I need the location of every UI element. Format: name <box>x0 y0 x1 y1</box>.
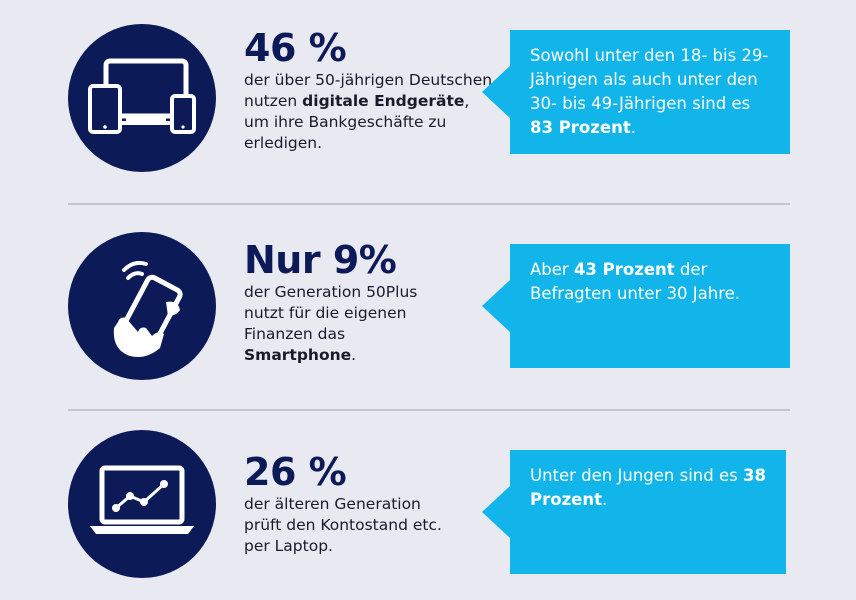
stat-text-2b: . <box>351 346 357 364</box>
stat-number-1: 46 % <box>244 26 347 70</box>
divider-1 <box>68 203 790 205</box>
stat-number-2: Nur 9% <box>244 238 397 282</box>
callout-text-3a: Unter den Jungen sind es <box>530 466 743 485</box>
callout-text-2a: Aber <box>530 260 574 279</box>
callout-bubble-2: Aber 43 Prozent der Befragten unter 30 J… <box>482 244 790 368</box>
callout-text-3b: . <box>602 490 608 509</box>
callout-text-1-bold: 83 Prozent <box>530 118 631 137</box>
divider-2 <box>68 409 790 411</box>
stat-text-2a: der Generation 50Plus nutzt für die eige… <box>244 283 418 343</box>
stat-text-3a: der älteren Generation prüft den Kontost… <box>244 495 442 555</box>
callout-bubble-1: Sowohl unter den 18- bis 29-Jährigen als… <box>482 30 790 154</box>
stat-number-3: 26 % <box>244 450 347 494</box>
smartphone-circle <box>68 232 216 380</box>
stat-block-1: 46 % der über 50-jährigen Deutschen nutz… <box>244 28 494 154</box>
stat-block-3: 26 % der älteren Generation prüft den Ko… <box>244 452 444 557</box>
devices-circle <box>68 24 216 172</box>
stat-text-1b: , um ihre Bankgeschäfte zu erledigen. <box>244 92 470 152</box>
stat-text-1-bold: digitale Endgeräte <box>302 92 465 110</box>
callout-text-3-bold: 38 Prozent <box>530 466 766 509</box>
callout-text-1a: Sowohl unter den 18- bis 29-Jährigen als… <box>530 46 769 113</box>
stat-text-2-bold: Smartphone <box>244 346 352 364</box>
laptop-chart-icon <box>90 465 194 534</box>
stat-block-2: Nur 9% der Generation 50Plus nutzt für d… <box>244 240 444 366</box>
smartphone-hand-icon <box>113 260 183 357</box>
stat-text-1a: der über 50-jährigen Deutschen nutzen <box>244 71 493 110</box>
stat-description-1: der über 50-jährigen Deutschen nutzen di… <box>244 70 494 154</box>
callout-text-1b: . <box>630 118 636 137</box>
callout-text-2-bold: 43 Prozent <box>573 260 675 279</box>
devices-icon <box>88 58 196 134</box>
callout-bubble-3: Unter den Jungen sind es 38 Prozent. <box>482 450 786 574</box>
stat-description-3: der älteren Generation prüft den Kontost… <box>244 494 444 557</box>
stat-description-2: der Generation 50Plus nutzt für die eige… <box>244 282 444 366</box>
laptop-circle <box>68 430 216 578</box>
callout-text-2b: der Befragten unter 30 Jahre. <box>530 260 741 303</box>
